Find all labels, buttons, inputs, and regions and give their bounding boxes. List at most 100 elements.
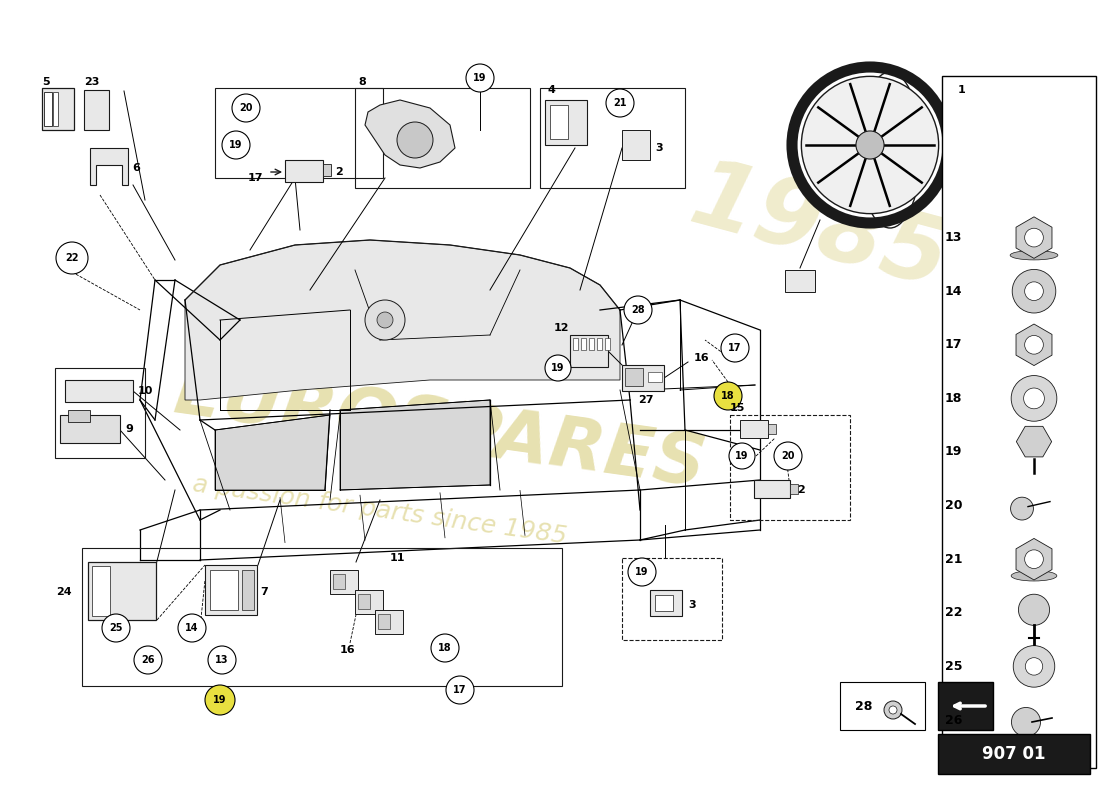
- Circle shape: [624, 296, 652, 324]
- Circle shape: [1025, 335, 1043, 354]
- Text: 2: 2: [798, 485, 805, 495]
- Bar: [378, 614, 390, 629]
- Bar: [550, 105, 568, 139]
- Text: 13: 13: [216, 655, 229, 665]
- Bar: [621, 558, 722, 640]
- Bar: [53, 92, 58, 126]
- Bar: [323, 164, 331, 176]
- Circle shape: [134, 646, 162, 674]
- Bar: [650, 590, 682, 616]
- Text: 19: 19: [229, 140, 243, 150]
- Bar: [588, 338, 594, 350]
- Polygon shape: [365, 100, 455, 168]
- Circle shape: [714, 382, 742, 410]
- Text: 7: 7: [260, 587, 267, 597]
- Bar: [790, 484, 798, 494]
- Text: 13: 13: [945, 231, 962, 244]
- Bar: [654, 595, 673, 611]
- Circle shape: [397, 122, 433, 158]
- Bar: [605, 338, 610, 350]
- Circle shape: [431, 634, 459, 662]
- Bar: [42, 88, 74, 130]
- Circle shape: [56, 242, 88, 274]
- Circle shape: [884, 701, 902, 719]
- Text: 19: 19: [213, 695, 227, 705]
- Text: 3: 3: [654, 143, 662, 153]
- Text: 18: 18: [438, 643, 452, 653]
- Circle shape: [889, 706, 896, 714]
- Circle shape: [222, 131, 250, 159]
- Bar: [730, 415, 850, 520]
- Bar: [84, 90, 109, 130]
- Text: 10: 10: [138, 386, 153, 396]
- Bar: [540, 88, 685, 188]
- Bar: [44, 92, 52, 126]
- Text: 15: 15: [730, 403, 746, 413]
- Circle shape: [446, 676, 474, 704]
- Circle shape: [377, 312, 393, 328]
- Circle shape: [365, 300, 405, 340]
- Circle shape: [792, 67, 948, 223]
- Bar: [597, 338, 602, 350]
- Circle shape: [1013, 646, 1055, 687]
- Bar: [210, 570, 238, 610]
- Text: 26: 26: [945, 714, 962, 726]
- Text: 23: 23: [84, 77, 99, 87]
- Circle shape: [1025, 282, 1043, 301]
- Polygon shape: [90, 148, 128, 185]
- Circle shape: [856, 131, 884, 159]
- Text: 24: 24: [56, 587, 72, 597]
- Text: 19: 19: [735, 451, 749, 461]
- Text: 19: 19: [473, 73, 486, 83]
- Circle shape: [1012, 270, 1056, 313]
- Bar: [570, 335, 608, 367]
- Bar: [621, 365, 664, 391]
- Text: 1985: 1985: [681, 151, 959, 309]
- Text: 20: 20: [945, 499, 962, 512]
- Bar: [375, 610, 403, 634]
- Bar: [55, 368, 145, 458]
- Bar: [242, 570, 254, 610]
- Text: 28: 28: [855, 699, 872, 713]
- Circle shape: [1025, 658, 1043, 675]
- Polygon shape: [214, 415, 330, 490]
- Text: 17: 17: [248, 173, 264, 183]
- Bar: [581, 338, 586, 350]
- Polygon shape: [1016, 324, 1052, 366]
- Bar: [330, 570, 358, 594]
- Bar: [355, 88, 530, 188]
- Text: 22: 22: [65, 253, 79, 263]
- Text: 21: 21: [945, 553, 962, 566]
- Text: 16: 16: [340, 645, 355, 655]
- Text: 17: 17: [728, 343, 741, 353]
- Text: 12: 12: [554, 323, 570, 333]
- Bar: [333, 574, 345, 589]
- Bar: [621, 130, 650, 160]
- Bar: [648, 372, 662, 382]
- Text: EUROSPARES: EUROSPARES: [169, 358, 711, 502]
- Text: 4: 4: [548, 85, 556, 95]
- Text: 2: 2: [336, 167, 343, 177]
- Bar: [68, 410, 90, 422]
- Text: 8: 8: [358, 77, 365, 87]
- Circle shape: [205, 685, 235, 715]
- Circle shape: [178, 614, 206, 642]
- Bar: [205, 565, 257, 615]
- Text: 20: 20: [781, 451, 794, 461]
- Text: 18: 18: [945, 392, 962, 405]
- Text: 20: 20: [240, 103, 253, 113]
- Polygon shape: [185, 240, 620, 400]
- Text: 9: 9: [125, 424, 133, 434]
- Bar: [942, 76, 1096, 768]
- Circle shape: [102, 614, 130, 642]
- Bar: [754, 480, 790, 498]
- Text: 5: 5: [42, 77, 50, 87]
- Bar: [785, 270, 815, 292]
- Bar: [740, 420, 768, 438]
- Circle shape: [774, 442, 802, 470]
- Polygon shape: [1016, 217, 1052, 258]
- Bar: [65, 380, 133, 402]
- Text: 907 01: 907 01: [982, 745, 1046, 763]
- Circle shape: [1011, 497, 1033, 520]
- Bar: [92, 566, 110, 616]
